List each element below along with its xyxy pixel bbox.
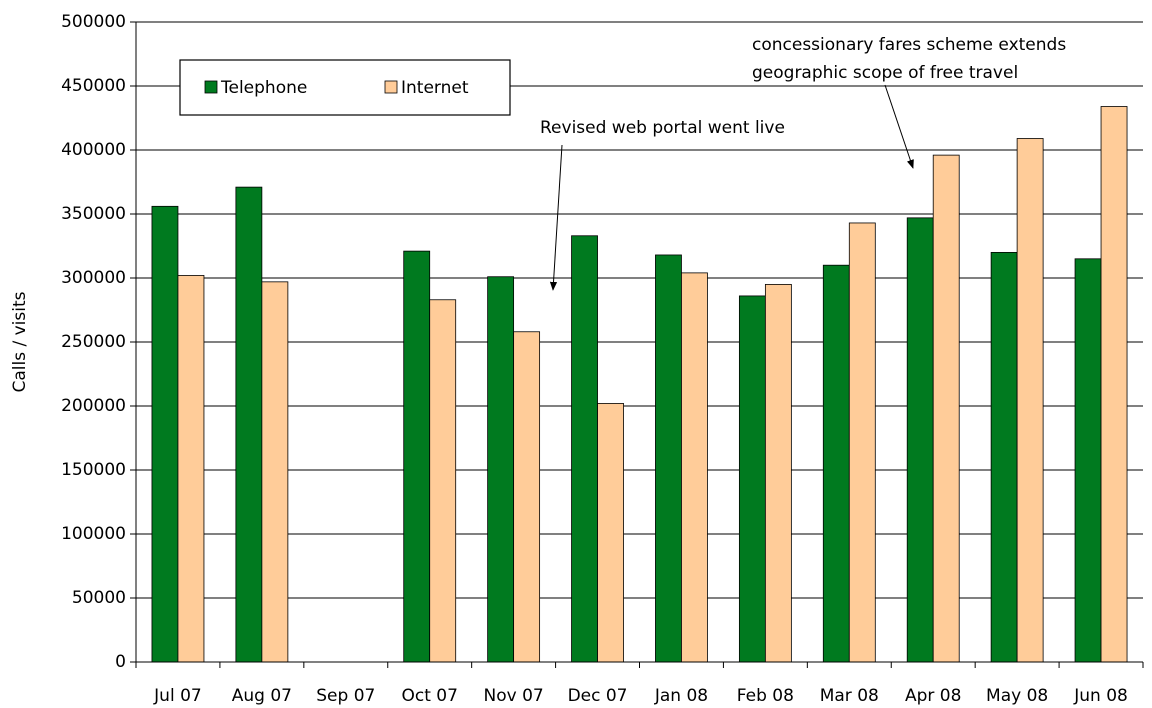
bar: [655, 254, 682, 663]
legend-swatch: [384, 80, 398, 94]
bar: [1074, 258, 1102, 663]
bar: [261, 281, 289, 663]
bar: [177, 275, 205, 663]
annotation-arrow: [884, 84, 914, 169]
bar: [1100, 106, 1128, 663]
legend-box: [179, 59, 511, 116]
bar: [906, 217, 934, 663]
x-tick-label: May 08: [986, 686, 1048, 706]
legend-label: Internet: [401, 78, 469, 98]
x-tick-label: Jan 08: [654, 686, 708, 706]
bar: [571, 235, 598, 663]
y-tick-label: 400000: [61, 140, 126, 160]
x-tick-label: Feb 08: [737, 686, 794, 706]
bar: [597, 403, 624, 663]
bar: [513, 331, 541, 663]
x-tick-label: Nov 07: [484, 686, 544, 706]
y-tick-label: 50000: [72, 588, 126, 608]
x-tick-label: Sep 07: [316, 686, 375, 706]
y-tick-label: 200000: [61, 396, 126, 416]
y-tick-label: 150000: [61, 460, 126, 480]
y-tick-label: 250000: [61, 332, 126, 352]
y-axis-label: Calls / visits: [10, 291, 30, 392]
bar: [151, 205, 179, 663]
y-tick-label: 450000: [61, 76, 126, 96]
x-tick-label: Jun 08: [1073, 686, 1128, 706]
legend-label: Telephone: [220, 78, 307, 98]
legend-swatch: [204, 80, 218, 94]
annotation: geographic scope of free travel: [752, 63, 1018, 83]
annotation: Revised web portal went live: [540, 118, 785, 138]
bar: [681, 272, 708, 663]
bar: [822, 264, 850, 663]
bar: [764, 283, 792, 663]
x-tick-label: Aug 07: [232, 686, 292, 706]
x-tick-label: Oct 07: [401, 686, 457, 706]
annotation-arrow: [549, 144, 563, 291]
bar: [932, 154, 960, 663]
y-tick-label: 500000: [61, 12, 126, 32]
bar: [1016, 138, 1044, 663]
bar: [990, 251, 1018, 663]
bar: [429, 299, 457, 663]
bar: [848, 222, 876, 663]
y-tick-label: 350000: [61, 204, 126, 224]
x-tick-label: Jul 07: [153, 686, 202, 706]
bar: [738, 295, 766, 663]
bar: [235, 186, 263, 663]
y-tick-label: 0: [115, 652, 126, 672]
y-tick-label: 300000: [61, 268, 126, 288]
legend: Telephone Internet: [179, 59, 511, 116]
x-tick-label: Mar 08: [820, 686, 879, 706]
y-tick-label: 100000: [61, 524, 126, 544]
annotation: concessionary fares scheme extends: [752, 35, 1066, 55]
bar: [403, 250, 431, 663]
bar: [487, 276, 515, 663]
x-tick-label: Dec 07: [568, 686, 628, 706]
x-tick-label: Apr 08: [905, 686, 961, 706]
